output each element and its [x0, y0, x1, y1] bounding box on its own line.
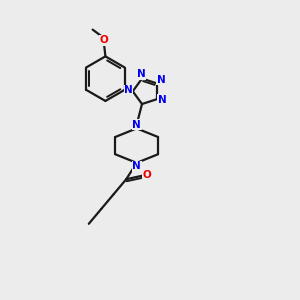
Text: N: N [124, 85, 133, 95]
Text: N: N [132, 120, 141, 130]
Text: O: O [100, 35, 108, 45]
Text: N: N [137, 69, 146, 80]
Text: O: O [143, 170, 152, 180]
Text: N: N [158, 95, 166, 105]
Text: N: N [132, 161, 141, 171]
Text: N: N [157, 75, 166, 85]
